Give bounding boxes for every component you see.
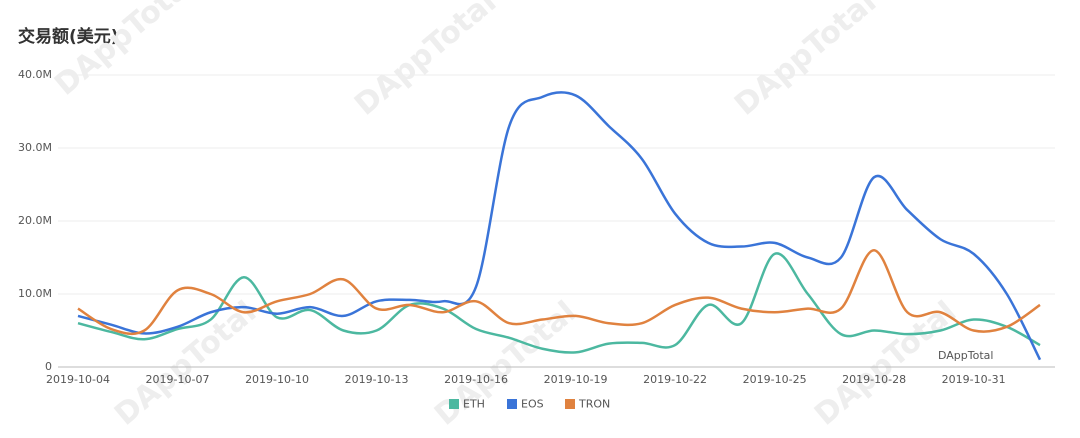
x-tick-label: 2019-10-25 (743, 373, 807, 386)
series-line (77, 252, 1041, 354)
legend-swatch (449, 399, 459, 409)
x-tick-label: 2019-10-22 (643, 373, 707, 386)
x-tick-label: 2019-10-31 (942, 373, 1006, 386)
y-tick-label: 0 (45, 360, 52, 373)
watermark: DAppTotal (348, 0, 503, 123)
watermark: DAppTotal (48, 0, 203, 103)
y-tick-label: 20.0M (18, 214, 52, 227)
legend-swatch (565, 399, 575, 409)
watermark: DAppTotal (108, 295, 263, 433)
watermark: DAppTotal (728, 0, 883, 123)
x-tick-label: 2019-10-04 (46, 373, 110, 386)
watermark: DAppTotal (938, 349, 993, 362)
x-tick-label: 2019-10-19 (544, 373, 608, 386)
x-tick-label: 2019-10-07 (146, 373, 210, 386)
x-tick-label: 2019-10-13 (345, 373, 409, 386)
y-tick-label: 40.0M (18, 68, 52, 81)
series-line (77, 91, 1042, 361)
legend-swatch (507, 399, 517, 409)
chart-title: 交易额(美元) (18, 26, 119, 47)
x-tick-label: 2019-10-16 (444, 373, 508, 386)
legend-label: TRON (578, 398, 610, 411)
x-tick-label: 2019-10-28 (842, 373, 906, 386)
legend-label: EOS (521, 398, 544, 411)
watermark: DAppTotal (428, 295, 583, 433)
x-tick-label: 2019-10-10 (245, 373, 309, 386)
watermark: DAppTotal (808, 295, 963, 433)
legend-label: ETH (463, 398, 485, 411)
y-tick-label: 10.0M (18, 287, 52, 300)
y-tick-label: 30.0M (18, 141, 52, 154)
series-line (77, 248, 1041, 336)
